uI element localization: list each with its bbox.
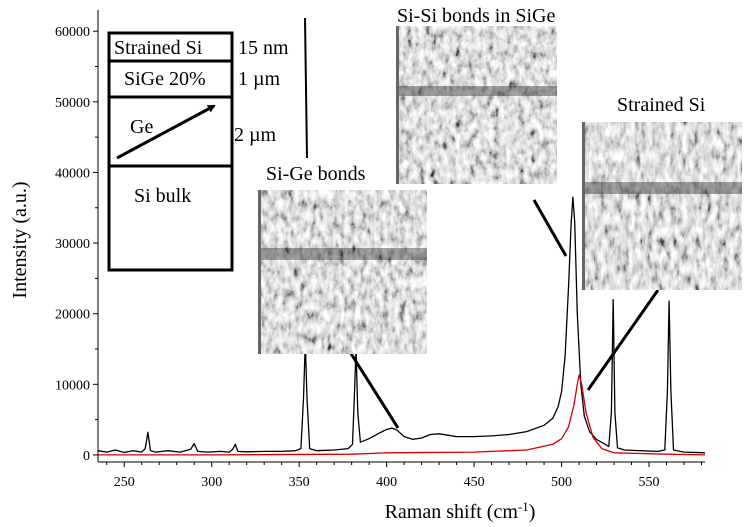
ge-gradient-arrow-icon (116, 104, 216, 160)
y-tick-label: 0 (83, 449, 90, 464)
y-axis-title: Intensity (a.u.) (9, 181, 31, 298)
pointer-si-si (532, 199, 568, 257)
x-tick-label: 350 (289, 475, 310, 490)
layer-ge-gradient: Ge (130, 116, 153, 138)
y-tick-label: 10000 (55, 378, 90, 393)
series-line-red (98, 374, 706, 456)
inset-si-ge: Si-Ge bonds (258, 163, 427, 354)
inset-si-si: Si-Si bonds in SiGe (396, 5, 557, 184)
label-strained-si: Strained Si (617, 94, 706, 116)
x-tick-label: 400 (376, 475, 397, 490)
vertical-marker-line (304, 17, 308, 159)
annotation-pointers (348, 199, 660, 429)
micrograph-strained-si-image (585, 122, 742, 290)
y-tick-label: 40000 (55, 166, 90, 181)
thickness-1um: 1 µm (238, 68, 281, 90)
thickness-2um: 2 µm (234, 124, 277, 146)
y-tick-label: 50000 (55, 96, 90, 111)
label-si-ge-bonds: Si-Ge bonds (266, 163, 366, 185)
micrograph-si-si-image (399, 26, 557, 184)
y-axis-ticks: 0 10000 20000 30000 40000 50000 60000 (55, 25, 98, 464)
layer-strained-si: Strained Si (114, 37, 203, 59)
y-tick-label: 20000 (55, 308, 90, 323)
pointer-si-ge (348, 351, 400, 429)
layer-sige: SiGe 20% (124, 68, 206, 90)
x-axis-title: Raman shift (cm-1) (385, 499, 536, 523)
inset-strained-si: Strained Si (582, 94, 742, 290)
y-tick-label: 30000 (55, 237, 90, 252)
x-tick-label: 300 (201, 475, 222, 490)
x-tick-label: 500 (551, 475, 572, 490)
x-axis-ticks: 250 300 350 400 450 500 550 (106, 462, 703, 490)
x-axis-title-sup: -1 (518, 499, 529, 514)
layer-si-bulk: Si bulk (134, 185, 191, 207)
y-tick-label: 60000 (55, 25, 90, 40)
x-axis-title-end: ) (529, 501, 536, 523)
x-tick-label: 250 (114, 475, 135, 490)
micrograph-si-ge-image (261, 190, 427, 354)
layer-stack-diagram: Strained Si SiGe 20% Ge Si bulk 15 nm 1 … (107, 31, 289, 272)
pointer-strained-si (586, 289, 660, 391)
x-tick-label: 550 (639, 475, 660, 490)
axes: 0 10000 20000 30000 40000 50000 60000 250 300 35… (55, 10, 705, 490)
x-axis-title-main: Raman shift (cm (385, 501, 519, 523)
series-line-black (97, 196, 706, 454)
x-tick-label: 450 (464, 475, 485, 490)
thickness-15nm: 15 nm (238, 37, 289, 59)
label-si-si-sige: Si-Si bonds in SiGe (397, 5, 555, 27)
spectra (97, 196, 706, 456)
